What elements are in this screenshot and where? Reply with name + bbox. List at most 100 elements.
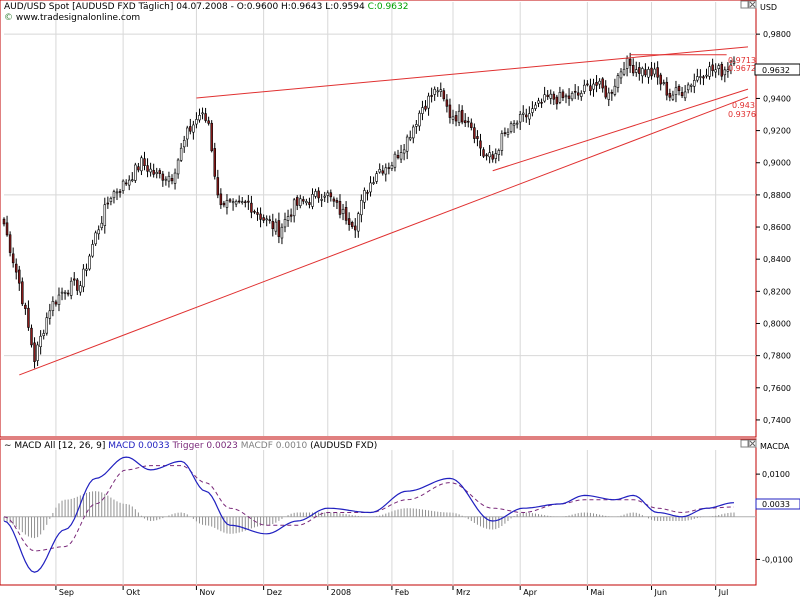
candle-body — [131, 179, 134, 182]
candle-body — [5, 222, 9, 236]
candle — [158, 168, 162, 179]
price-panel-buttons[interactable] — [740, 0, 757, 9]
candle — [268, 215, 271, 224]
macd-y-tick-label: -0,0100 — [762, 555, 793, 564]
candle-body — [21, 281, 24, 305]
candle-body — [149, 168, 152, 173]
candle — [179, 143, 183, 163]
candle-body — [225, 200, 229, 208]
candle-body — [66, 292, 70, 295]
candle — [372, 176, 375, 185]
candle — [76, 278, 79, 296]
candle — [445, 94, 449, 113]
candle — [387, 162, 391, 175]
candle — [170, 174, 174, 185]
x-axis-labels: Sep Okt Nov Dez 2008 Feb Mrz Apr Mai Jun Jul — [55, 586, 728, 597]
candle — [18, 265, 21, 291]
candle-body — [210, 122, 213, 152]
candle-body — [485, 154, 488, 157]
candle-body — [693, 80, 696, 87]
candle-body — [659, 74, 662, 85]
candle — [479, 133, 482, 156]
x-tick-label: Okt — [126, 588, 140, 597]
macd-minimize-button[interactable] — [740, 439, 749, 448]
candle-body — [580, 93, 583, 97]
x-tick-label: Nov — [199, 588, 215, 597]
candle — [580, 90, 583, 101]
candle-body — [85, 268, 88, 271]
candle — [91, 239, 94, 258]
candle-body — [292, 199, 296, 217]
candle — [88, 253, 91, 271]
candle-body — [268, 219, 271, 221]
candle-body — [137, 166, 140, 171]
candle — [231, 198, 235, 211]
macd-panel-buttons[interactable] — [740, 439, 757, 448]
candle-body — [583, 84, 586, 92]
candle — [644, 63, 647, 78]
candle-body — [170, 178, 174, 182]
candle — [106, 196, 110, 209]
trendlines — [19, 46, 749, 376]
candle-body — [366, 191, 369, 194]
candle-body — [182, 139, 186, 148]
candle-body — [360, 199, 363, 216]
candle-body — [323, 195, 326, 198]
candle-body — [198, 115, 201, 121]
candle — [589, 78, 592, 96]
candle-body — [140, 157, 143, 172]
macd-current-marker: 0.0033 — [755, 498, 800, 510]
candle — [354, 218, 357, 238]
candle — [595, 75, 598, 93]
candle-body — [381, 170, 384, 174]
candle-body — [247, 200, 250, 203]
candle-body — [512, 123, 516, 126]
candle-body — [216, 177, 220, 196]
candle — [320, 193, 323, 207]
candle — [653, 62, 656, 78]
candle-body — [118, 191, 122, 193]
candle — [201, 107, 204, 120]
candle-body — [418, 112, 421, 127]
candle — [21, 277, 24, 306]
candle-body — [500, 133, 504, 151]
candle — [176, 158, 180, 179]
candle-body — [463, 120, 467, 124]
candle — [335, 197, 339, 210]
candle-body — [408, 137, 412, 140]
candle — [24, 302, 27, 315]
candle — [522, 105, 525, 122]
y-tick-label: 0,8800 — [763, 191, 791, 200]
candle — [460, 105, 464, 125]
candle-body — [127, 179, 131, 186]
candle-body — [14, 263, 18, 273]
candle-body — [503, 132, 507, 134]
candle — [378, 163, 381, 174]
candle — [265, 215, 268, 227]
source-label: © www.tradesignalonline.com — [4, 13, 140, 23]
candle-body — [396, 154, 400, 159]
trendline-labels: 0.9713 0.9672 0.943 0.9376 — [728, 56, 756, 119]
candle — [338, 194, 342, 219]
candle-body — [525, 114, 528, 118]
candle — [311, 188, 314, 210]
candle-body — [237, 200, 241, 203]
candle-body — [97, 229, 100, 235]
candle-body — [601, 78, 604, 89]
candle-body — [595, 82, 598, 86]
candle-body — [656, 67, 659, 78]
candle — [63, 290, 67, 300]
candle-body — [699, 76, 702, 78]
candle-body — [610, 92, 614, 94]
candle — [97, 225, 100, 240]
candle — [583, 79, 586, 95]
candle-body — [335, 200, 339, 203]
candle-body — [573, 90, 577, 93]
y-axis-title: USD — [760, 3, 777, 12]
candle-body — [415, 124, 418, 127]
candle — [247, 195, 250, 210]
trendline-label-horizontal: 0.9672 — [728, 64, 756, 73]
candle-body — [622, 68, 626, 75]
candle-body — [668, 93, 672, 98]
minimize-button[interactable] — [740, 0, 749, 9]
